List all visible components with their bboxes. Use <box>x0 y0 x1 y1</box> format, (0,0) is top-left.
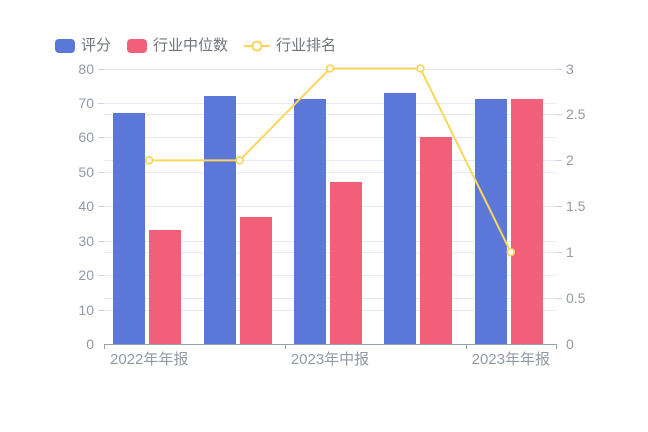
score-bar-1[interactable] <box>203 96 236 344</box>
left-axis-tick <box>98 275 104 277</box>
x-axis-label-0: 2022年年报 <box>110 351 189 368</box>
legend: 评分 行业中位数 行业排名 <box>55 37 336 55</box>
right-axis-tick <box>556 298 562 300</box>
left-axis-tick <box>98 137 104 139</box>
left-axis-tick <box>98 102 104 104</box>
industry-rank-legend-label: 行业排名 <box>276 37 337 54</box>
left-axis-label-10: 10 <box>78 301 94 318</box>
left-axis-tick <box>98 206 104 208</box>
legend-item-industry-rank[interactable]: 行业排名 <box>244 37 336 55</box>
right-axis-label-1: 1 <box>566 244 574 261</box>
left-axis-label-20: 20 <box>78 267 94 284</box>
x-axis-tick <box>465 344 467 349</box>
industry-median-bar-0[interactable] <box>149 230 182 344</box>
left-axis-label-70: 70 <box>78 94 94 111</box>
gridline-right-axis <box>104 68 556 70</box>
left-axis-label-50: 50 <box>78 163 94 180</box>
x-axis-tick <box>284 344 286 349</box>
score-bar-3[interactable] <box>384 92 417 344</box>
right-axis-label-0: 0 <box>566 336 574 352</box>
right-axis-label-3: 3 <box>566 60 574 77</box>
industry-median-bar-2[interactable] <box>330 182 362 344</box>
left-axis-label-0: 0 <box>86 336 94 352</box>
x-axis-label-2: 2023年中报 <box>290 351 370 368</box>
x-axis-tick <box>104 344 105 349</box>
right-axis-label-0.5: 0.5 <box>566 290 586 307</box>
score-legend-swatch <box>55 39 75 53</box>
right-axis-tick <box>556 68 562 70</box>
industry-median-legend-swatch <box>127 39 148 53</box>
right-axis-label-2.5: 2.5 <box>566 106 586 123</box>
left-axis-label-40: 40 <box>78 198 94 215</box>
right-axis-tick <box>556 252 562 254</box>
x-axis-label-4: 2023年年报 <box>471 351 550 368</box>
score-legend-label: 评分 <box>81 37 112 54</box>
left-axis-label-60: 60 <box>78 129 94 146</box>
legend-item-industry-median[interactable]: 行业中位数 <box>127 37 228 55</box>
score-bar-0[interactable] <box>113 113 146 344</box>
right-axis-tick <box>556 114 562 116</box>
right-axis-label-1.5: 1.5 <box>566 198 586 215</box>
right-axis-tick <box>556 160 562 162</box>
right-axis-tick <box>556 206 562 208</box>
left-axis-tick <box>98 68 104 70</box>
industry-median-legend-label: 行业中位数 <box>153 37 229 54</box>
left-axis-label-30: 30 <box>78 232 94 249</box>
right-axis-label-2: 2 <box>566 152 574 169</box>
rank-line-marker-icon <box>244 40 271 52</box>
left-axis-tick <box>98 171 104 173</box>
x-axis-line <box>104 344 557 345</box>
x-axis-tick <box>556 344 557 349</box>
score-bar-4[interactable] <box>474 99 507 344</box>
left-axis-label-80: 80 <box>78 60 94 77</box>
score-bar-2[interactable] <box>294 99 326 344</box>
left-axis-tick <box>98 309 104 311</box>
legend-item-score[interactable]: 评分 <box>55 37 111 55</box>
industry-median-bar-3[interactable] <box>420 137 453 344</box>
industry-median-bar-1[interactable] <box>239 216 272 344</box>
industry-median-bar-4[interactable] <box>510 99 543 344</box>
left-axis-tick <box>98 240 104 242</box>
